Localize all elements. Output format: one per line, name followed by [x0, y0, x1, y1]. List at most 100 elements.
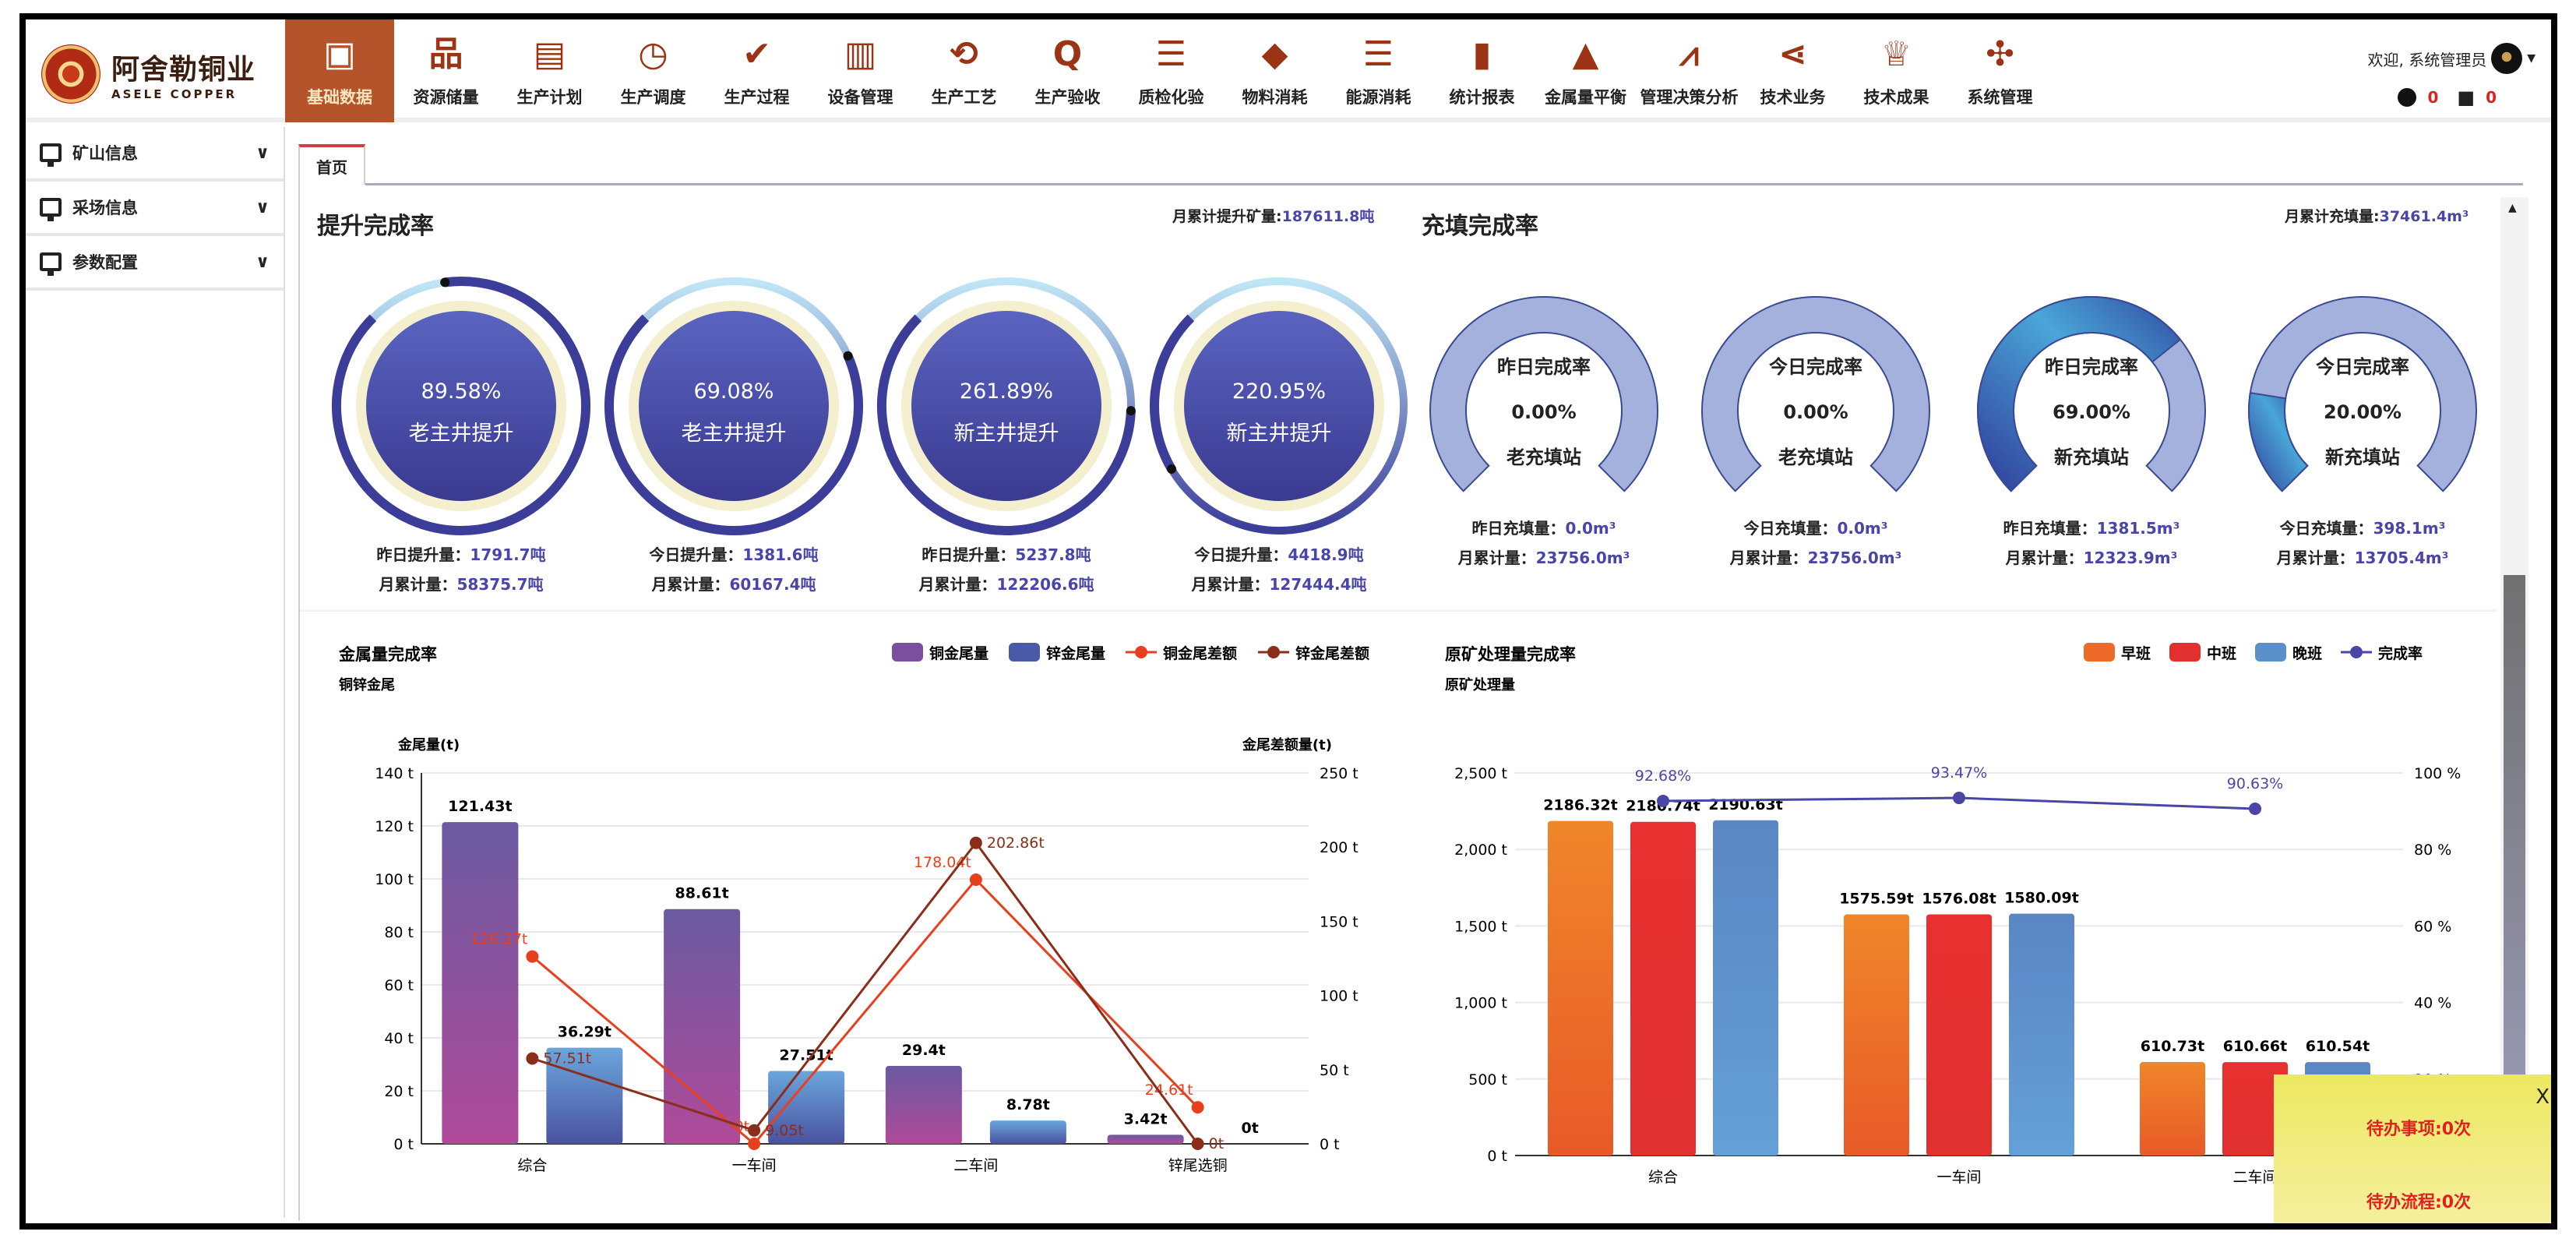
nav-item-0[interactable]: ▣ 基础数据 [285, 19, 394, 122]
nav-item-16[interactable]: ✣ 系统管理 [1948, 19, 2052, 122]
monitor-icon [40, 143, 62, 167]
y2-tick-label: 40 % [2414, 995, 2451, 1012]
share-icon: ⋖ [1778, 34, 1807, 74]
nav-item-5[interactable]: ▥ 设备管理 [809, 19, 912, 122]
bar[interactable] [2009, 913, 2074, 1156]
nav-item-14[interactable]: ⋖ 技术业务 [1741, 19, 1845, 122]
bar[interactable] [2222, 1062, 2288, 1156]
line-point[interactable] [748, 1138, 761, 1150]
bar[interactable] [885, 1066, 962, 1144]
nav-item-8[interactable]: ☰ 质检化验 [1119, 19, 1223, 122]
legend-item[interactable]: 铜金尾量 [892, 643, 988, 662]
line-value-label: 93.47% [1931, 764, 1987, 782]
chart-title: 原矿处理量完成率 [1445, 645, 1576, 664]
section-divider [300, 609, 2497, 612]
nav-item-13[interactable]: ⩘ 管理决策分析 [1637, 19, 1741, 122]
stat-value: 23756.0m³ [1535, 549, 1630, 567]
x-tick-label: 一车间 [732, 1157, 777, 1174]
bar-value-label: 1580.09t [2004, 890, 2079, 907]
scrollbar[interactable]: ▲ [2500, 197, 2528, 1210]
line-point[interactable] [526, 1052, 539, 1065]
message-group[interactable]: ■ 0 [2457, 86, 2497, 108]
gauge-center: 69.08% 老主井提升 [617, 371, 851, 455]
trend-chart-icon: ⩘ [1679, 34, 1699, 74]
clipboard-icon: ▤ [533, 34, 566, 74]
gauge-label: 昨日完成率 [1497, 356, 1591, 378]
bar[interactable] [1926, 914, 1992, 1156]
gauge-progress-arc [332, 277, 590, 535]
avatar[interactable] [2491, 43, 2523, 74]
legend-item[interactable]: 锌金尾差额 [1258, 644, 1369, 662]
stat-value: 4418.9吨 [1288, 545, 1364, 564]
hoist-gauge [332, 277, 590, 535]
clock-icon [2398, 88, 2417, 107]
bar[interactable] [664, 909, 741, 1144]
line-point[interactable] [969, 873, 982, 887]
bar[interactable] [442, 822, 519, 1144]
nav-item-10[interactable]: ☰ 能源消耗 [1327, 19, 1430, 122]
line-point[interactable] [1191, 1138, 1204, 1150]
bar[interactable] [1107, 1134, 1184, 1144]
line-point[interactable] [2249, 803, 2261, 816]
tab-home[interactable]: 首页 [298, 144, 365, 185]
y-tick-label: 500 t [1468, 1071, 1507, 1089]
bar[interactable] [1548, 820, 1613, 1156]
nav-item-11[interactable]: ▮ 统计报表 [1430, 19, 1534, 122]
nav-item-7[interactable]: Q 生产验收 [1016, 19, 1119, 122]
stat-label: 今日充填量： [2279, 519, 2373, 538]
user-menu[interactable]: 欢迎, 系统管理员 ▼ [2368, 43, 2535, 74]
bar[interactable] [1844, 914, 1909, 1156]
line-point[interactable] [526, 950, 539, 963]
bar[interactable] [1713, 820, 1778, 1156]
legend-item[interactable]: 中班 [2169, 643, 2236, 662]
alarm-clock-icon: ◷ [638, 34, 668, 74]
todo-items: 待办事项:0次 [2366, 1120, 2472, 1139]
y-tick-label: 20 t [384, 1083, 414, 1100]
line-point[interactable] [969, 836, 982, 849]
sidebar-item-2[interactable]: 参数配置 ∨ [26, 236, 284, 291]
gauge-percent: 89.58% [421, 379, 502, 404]
bar[interactable] [546, 1047, 623, 1144]
notice-group[interactable]: 0 [2398, 88, 2438, 107]
line-point[interactable] [1953, 792, 1965, 805]
line-point[interactable] [1657, 794, 1669, 807]
gauge-track [1701, 296, 1930, 492]
x-tick-label: 一车间 [1936, 1169, 1981, 1186]
y-tick-label: 60 t [384, 977, 414, 994]
bar[interactable] [2140, 1062, 2205, 1156]
stat-label: 今日提升量： [649, 545, 743, 564]
nav-item-9[interactable]: ◆ 物料消耗 [1223, 19, 1327, 122]
nav-item-15[interactable]: ♕ 技术成果 [1845, 19, 1948, 122]
close-icon[interactable]: X [2535, 1085, 2550, 1109]
sidebar-item-1[interactable]: 采场信息 ∨ [26, 182, 284, 236]
stat-value: 23756.0m³ [1807, 549, 1902, 567]
scroll-up-icon[interactable]: ▲ [2508, 202, 2517, 214]
chevron-down-icon[interactable]: ▼ [2527, 52, 2535, 65]
legend-item[interactable]: 完成率 [2341, 644, 2423, 662]
nav-item-2[interactable]: ▤ 生产计划 [498, 19, 601, 122]
bar[interactable] [989, 1120, 1066, 1144]
nav-item-3[interactable]: ◷ 生产调度 [601, 19, 705, 122]
y-tick-label: 0 t [1487, 1148, 1507, 1165]
y2-tick-label: 50 t [1320, 1062, 1349, 1079]
bar-value-label: 2186.32t [1543, 797, 1618, 814]
nav-item-4[interactable]: ✔ 生产过程 [705, 19, 809, 122]
sidebar-item-0[interactable]: 矿山信息 ∨ [26, 127, 284, 182]
stat-value: 398.1m³ [2373, 519, 2446, 538]
legend-item[interactable]: 晚班 [2255, 643, 2322, 662]
stat-label: 昨日充填量： [2003, 519, 2097, 538]
gauge-fill [2248, 392, 2309, 492]
nav-label: 生产计划 [516, 88, 583, 107]
nav-item-12[interactable]: ▲ 金属量平衡 [1534, 19, 1637, 122]
stat-value: 1381.5m³ [2096, 519, 2180, 538]
y-tick-label: 2,500 t [1454, 765, 1507, 782]
legend-item[interactable]: 早班 [2084, 643, 2151, 662]
nav-item-6[interactable]: ⟲ 生产工艺 [912, 19, 1016, 122]
line-point[interactable] [1191, 1101, 1204, 1114]
legend-item[interactable]: 锌金尾量 [1009, 643, 1105, 662]
stat-label: 月累计量： [918, 575, 997, 594]
bar[interactable] [1630, 821, 1696, 1156]
legend-item[interactable]: 铜金尾差额 [1126, 644, 1237, 662]
line-point[interactable] [748, 1124, 761, 1137]
nav-item-1[interactable]: 品 资源储量 [394, 19, 498, 122]
